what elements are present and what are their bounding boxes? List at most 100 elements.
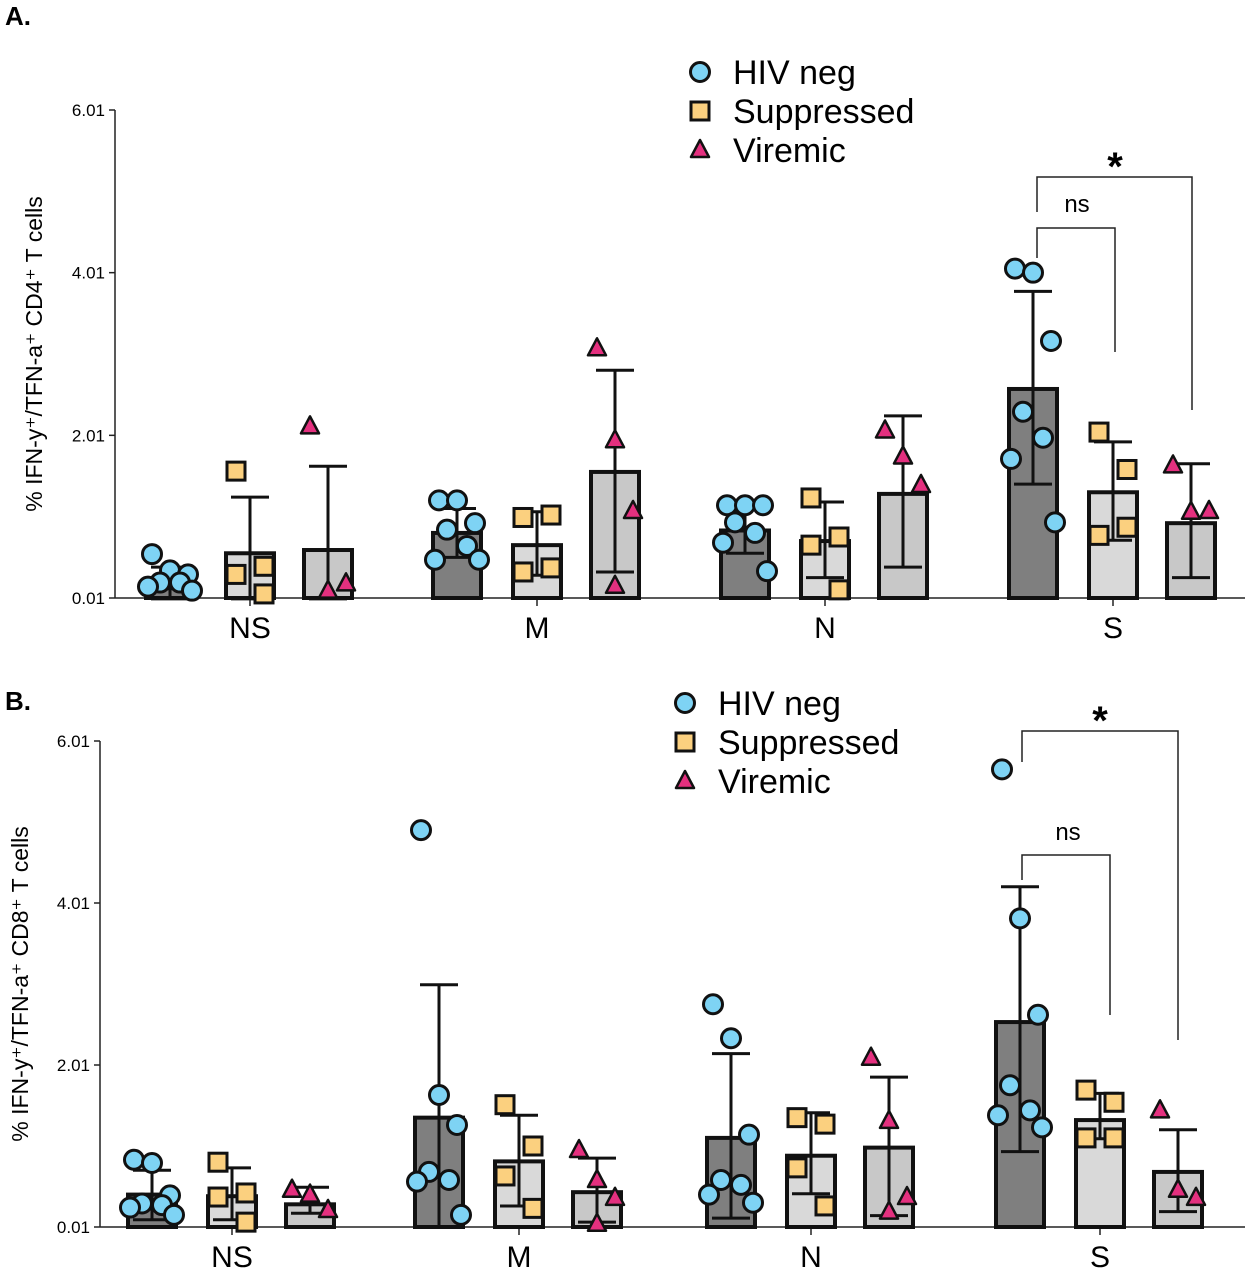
data-point [181, 579, 203, 602]
data-point [712, 531, 734, 554]
data-point [892, 445, 914, 465]
data-point [1012, 400, 1034, 423]
data-point [756, 560, 778, 583]
data-point [1116, 516, 1138, 538]
data-point [428, 1083, 450, 1106]
data-point [604, 574, 626, 595]
data-point [1088, 421, 1110, 443]
data-point [604, 428, 626, 449]
bar-group-suppressed [206, 1151, 258, 1233]
data-point [814, 1113, 836, 1135]
x-tick-label: N [814, 612, 836, 645]
significance-bracket [1021, 854, 1111, 1015]
data-point [512, 561, 534, 583]
x-tick-label: S [1103, 612, 1123, 645]
x-tick-label: M [507, 1241, 532, 1274]
data-point [987, 1104, 1009, 1127]
y-tick-label: 0.01 [72, 589, 105, 608]
data-point [742, 1191, 764, 1214]
legend-marker [674, 692, 696, 714]
data-point [299, 415, 321, 435]
data-point [702, 993, 724, 1016]
data-point [225, 563, 247, 585]
legend-marker [689, 138, 711, 159]
data-point [450, 1203, 472, 1226]
significance-label: * [1107, 145, 1123, 189]
data-point [720, 1027, 742, 1050]
data-point [494, 1165, 516, 1187]
bar-group-hiv-neg [1000, 257, 1066, 600]
legend-label: HIV neg [733, 54, 856, 92]
bar-group-viremic [874, 414, 932, 601]
data-point [446, 489, 468, 512]
legend-label: Suppressed [733, 93, 914, 131]
y-tick-label: 0.01 [57, 1218, 90, 1237]
data-point [1103, 1091, 1125, 1113]
data-point [436, 518, 458, 541]
data-point [137, 575, 159, 598]
bar-group-hiv-neg [712, 494, 778, 601]
data-point [253, 555, 275, 577]
data-point [1162, 454, 1184, 474]
data-point [424, 548, 446, 571]
data-point [878, 1109, 900, 1130]
legend-label: Viremic [718, 763, 831, 801]
data-point [910, 473, 932, 494]
data-point [540, 504, 562, 526]
data-point [1075, 1079, 1097, 1101]
legend-marker [674, 769, 696, 790]
data-point [1198, 499, 1220, 520]
data-point [999, 1074, 1021, 1097]
data-point [335, 572, 357, 592]
data-point [744, 521, 766, 544]
data-point [878, 1200, 900, 1220]
significance-bracket [1036, 176, 1193, 410]
y-tick-label: 6.01 [72, 101, 105, 120]
x-tick-label: S [1090, 1241, 1110, 1274]
data-point [235, 1182, 257, 1204]
data-point [586, 337, 608, 357]
data-point [141, 1152, 163, 1175]
significance-label: ns [1055, 819, 1080, 846]
y-tick-label: 2.01 [72, 426, 105, 445]
data-point [438, 1169, 460, 1192]
data-point [163, 1203, 185, 1226]
data-point [1031, 1116, 1053, 1139]
data-point [1185, 1186, 1207, 1207]
x-tick-label: M [525, 612, 550, 645]
data-point [724, 511, 746, 534]
data-point [1103, 1127, 1125, 1149]
bar-group-suppressed [785, 1107, 837, 1229]
data-point [522, 1135, 544, 1157]
significance-label: ns [1064, 191, 1089, 218]
legend-label: Viremic [733, 132, 846, 170]
bar-group-viremic [281, 1178, 339, 1229]
data-point [428, 489, 450, 512]
data-point [814, 1195, 836, 1217]
x-tick-label: NS [211, 1241, 253, 1274]
data-point [752, 494, 774, 517]
data-point [800, 487, 822, 509]
data-point [410, 819, 432, 842]
bar-group-viremic [586, 337, 644, 600]
data-point [522, 1197, 544, 1219]
panel-b: B. 0.01 2.01 4.01 6.01 % IFN-y⁺/TFN-a⁺ CD8⁺ T… [5, 685, 1245, 1274]
data-point [1009, 907, 1031, 930]
significance-bracket [1036, 227, 1116, 352]
data-point [800, 534, 822, 556]
data-point [860, 1046, 882, 1066]
significance-bracket [1021, 730, 1179, 1040]
x-tick-label: N [800, 1241, 822, 1274]
data-point [874, 419, 896, 439]
data-point [738, 1123, 760, 1146]
panel-label: B. [5, 686, 31, 716]
data-point [207, 1151, 229, 1173]
data-point [468, 548, 490, 571]
bar-group-suppressed [1087, 421, 1139, 600]
data-point [786, 1157, 808, 1179]
data-point [540, 557, 562, 579]
bar-group-suppressed [511, 504, 563, 601]
data-point [586, 1212, 608, 1233]
data-point [317, 1198, 339, 1219]
data-point [1116, 458, 1138, 480]
